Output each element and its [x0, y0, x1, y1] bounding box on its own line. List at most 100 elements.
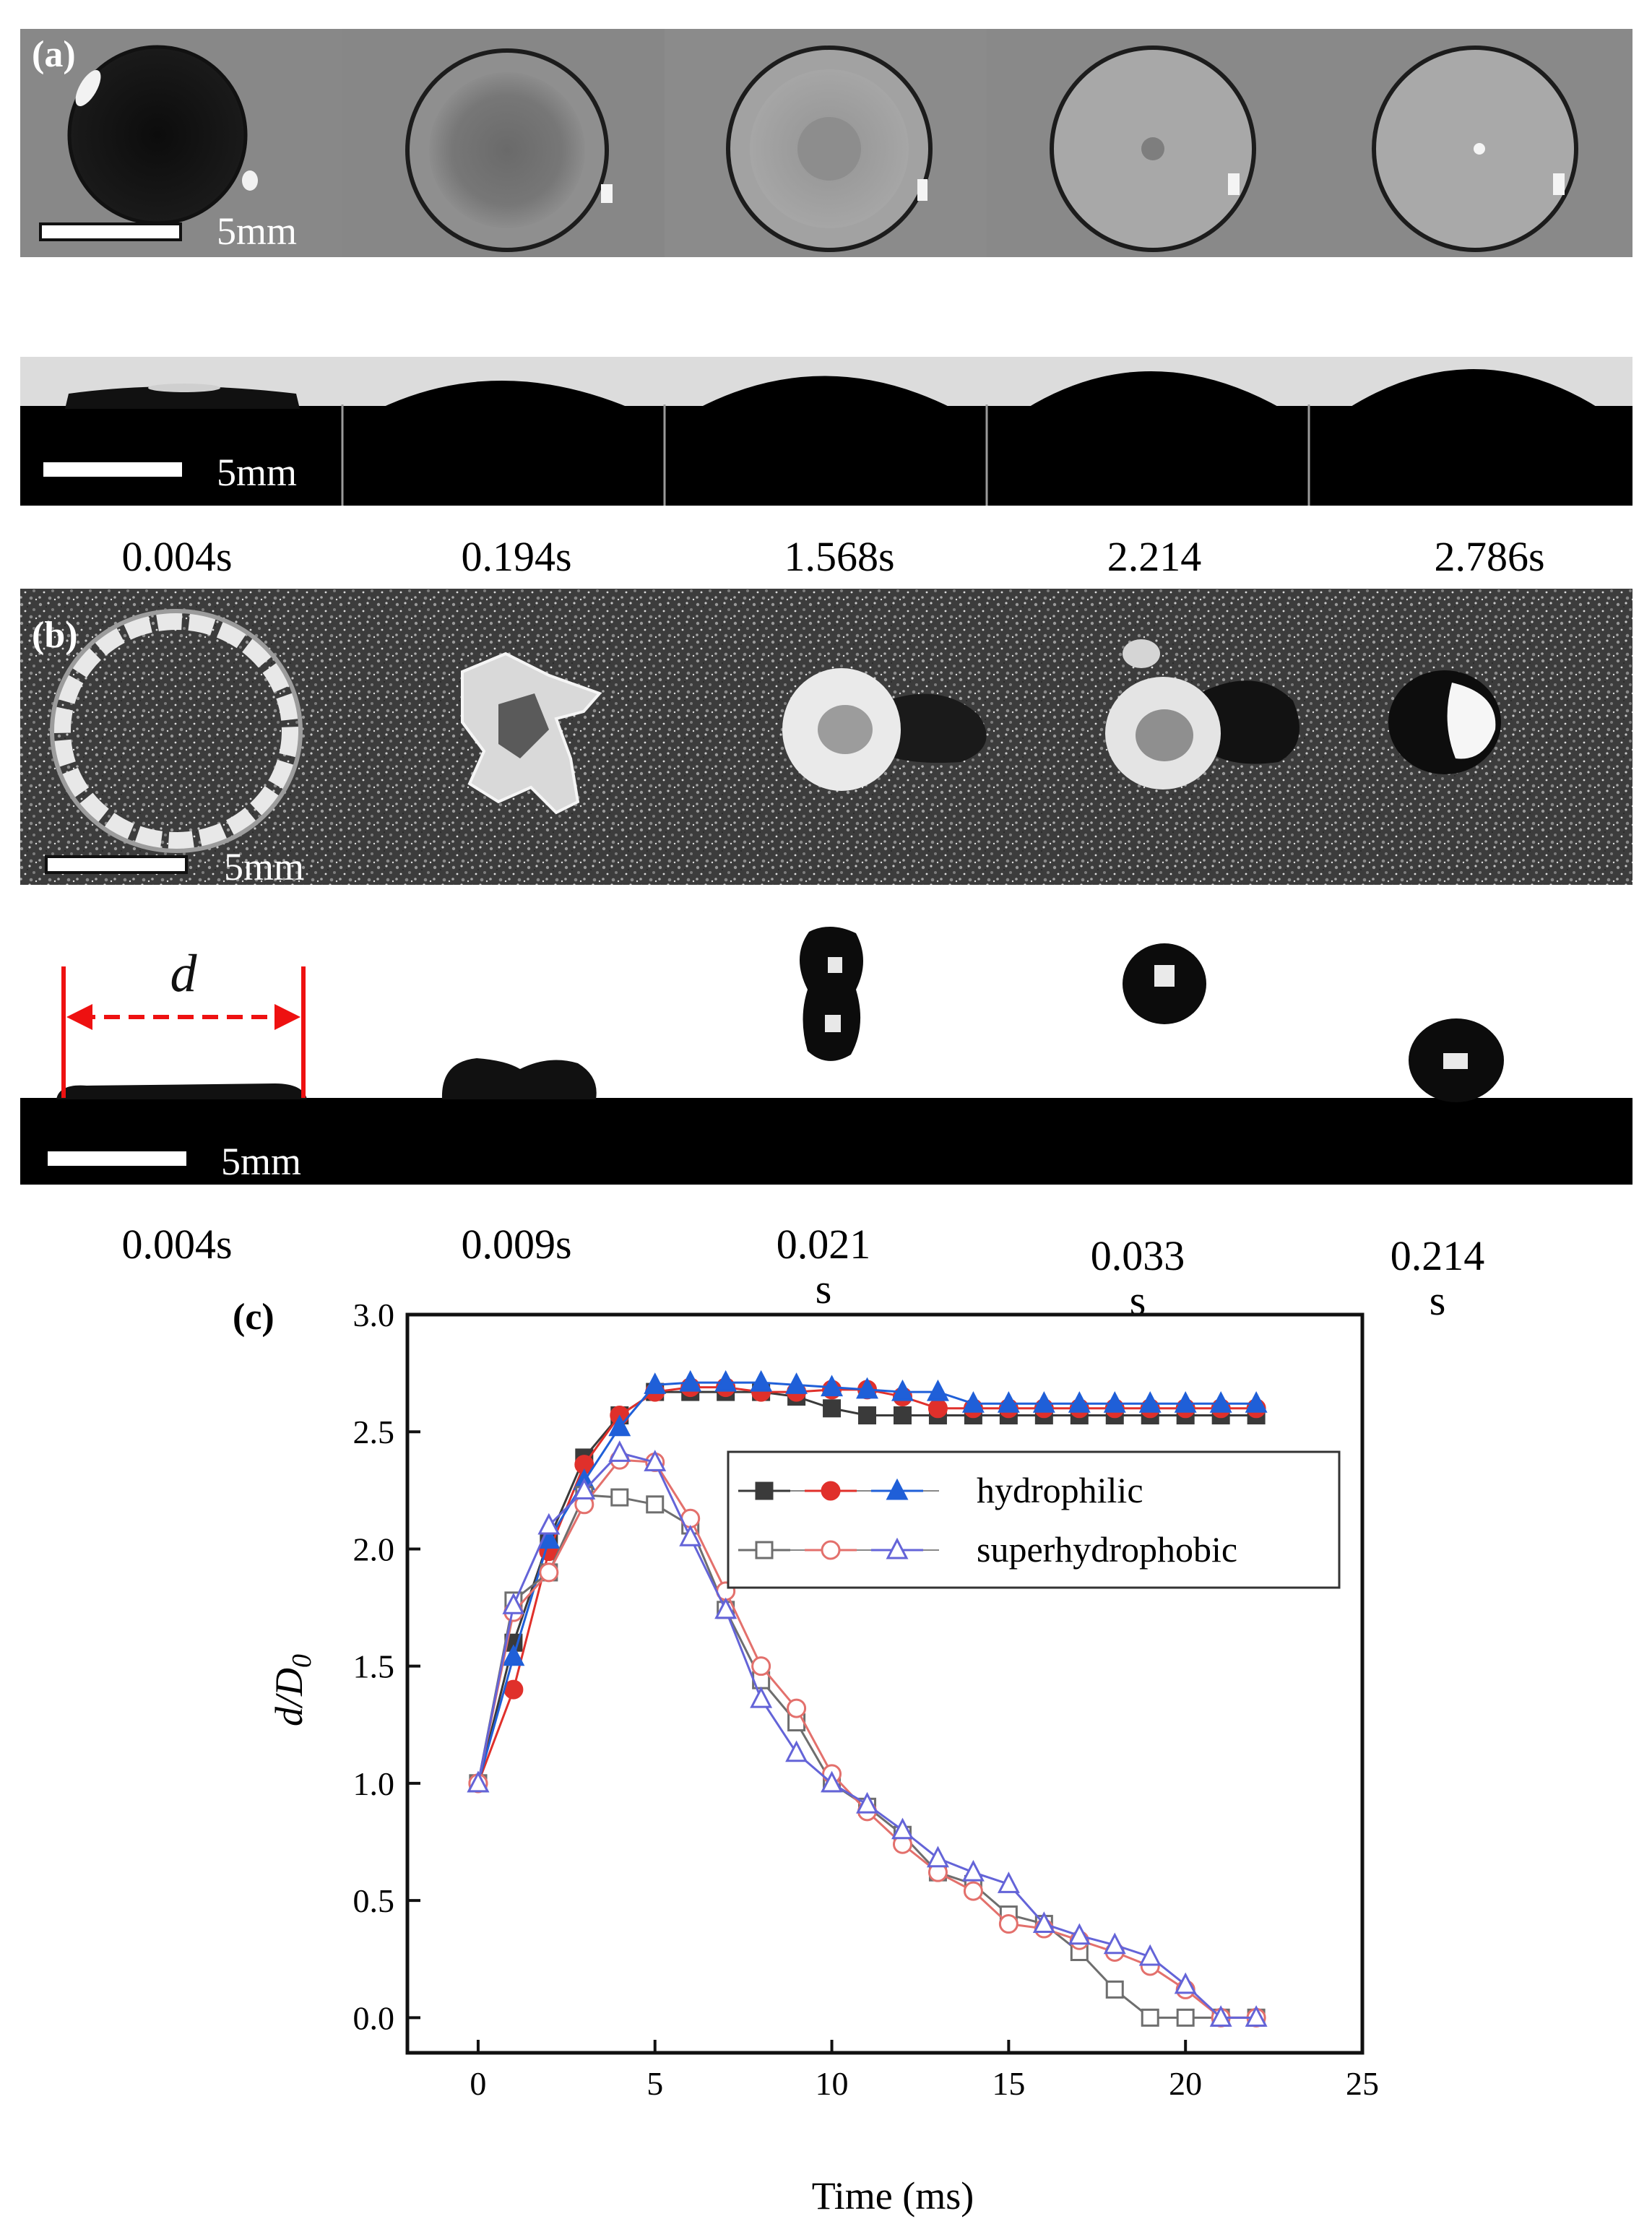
drop-glint — [601, 184, 613, 203]
time-label-b-3: 0.021 s — [777, 1221, 871, 1312]
data-point — [961, 1859, 985, 1882]
data-point — [646, 1495, 665, 1514]
drop-side-b-3 — [799, 926, 863, 1061]
legend-label-superhydrophobic: superhydrophobic — [977, 1529, 1237, 1570]
x-tick-label: 25 — [1346, 2065, 1379, 2102]
data-point — [502, 1644, 525, 1666]
drop-shadow-b-4 — [1199, 680, 1299, 764]
data-point — [679, 1370, 702, 1392]
x-axis-ticks: 0 5 10 15 20 25 — [470, 2040, 1379, 2102]
time-label-b-4: 0.033 s — [1091, 1232, 1185, 1324]
time-label-b-2: 0.009s — [461, 1221, 571, 1268]
data-point — [539, 1562, 559, 1583]
series-5 — [467, 1440, 1268, 2027]
time-label-line: s — [816, 1265, 832, 1312]
data-point — [1174, 1391, 1197, 1413]
data-point — [679, 1524, 702, 1546]
data-point — [963, 1881, 983, 1901]
x-tick-label: 10 — [816, 2065, 849, 2102]
time-label-line: 0.033 — [1091, 1232, 1185, 1279]
panel-b-side-substrate — [20, 1098, 1632, 1185]
data-point — [1209, 2005, 1232, 2027]
drop-side-a-1 — [65, 386, 300, 409]
data-point — [997, 1391, 1020, 1413]
panel-b-time-labels: 0.004s 0.009s 0.021 s 0.033 s 0.214 s — [121, 1221, 1484, 1324]
time-label-line: s — [1130, 1277, 1146, 1324]
time-label-line: 2.214 — [1107, 533, 1202, 580]
drop-side-b-2 — [441, 1058, 597, 1099]
drop-side-a-2 — [379, 381, 632, 409]
data-point — [787, 1698, 807, 1718]
scale-label-a-side: 5mm — [217, 451, 297, 494]
panel-c-label: (c) — [233, 1297, 274, 1338]
y-axis-title-subscript: 0 — [287, 1654, 317, 1668]
dimension-arrow-right — [274, 1004, 300, 1030]
data-point — [573, 1478, 596, 1500]
data-point — [1174, 1972, 1197, 1994]
time-label-b-5: 0.214 s — [1391, 1232, 1485, 1324]
data-point — [750, 1370, 773, 1392]
legend-marker — [755, 1541, 774, 1559]
drop-top-b-1-edge — [50, 609, 303, 853]
data-point — [891, 1817, 914, 1840]
data-point — [1068, 1923, 1091, 1945]
dimension-arrow-left — [66, 1004, 92, 1030]
data-point — [502, 1593, 525, 1614]
data-point — [1209, 1391, 1232, 1413]
drop-core-a-5 — [1474, 143, 1485, 155]
panel-a-side-substrate — [20, 406, 1632, 506]
panel-b-side-view: d 5mm — [20, 926, 1632, 1185]
drop-side-highlight — [148, 384, 220, 392]
time-label-a-3: 1.568s — [784, 533, 894, 580]
legend-marker — [755, 1481, 774, 1500]
legend-box — [727, 1450, 1341, 1589]
data-point — [1068, 1391, 1091, 1413]
data-point — [856, 1791, 878, 1814]
drop-side-a-3 — [697, 376, 953, 409]
data-point — [997, 1872, 1020, 1893]
data-point — [821, 1375, 844, 1397]
time-label-line: 0.021 — [777, 1221, 871, 1268]
data-point — [467, 1770, 490, 1793]
drop-core-a-3 — [797, 117, 861, 181]
data-point — [823, 1399, 842, 1418]
drop-glint — [1228, 173, 1240, 195]
panel-a-label: (a) — [32, 34, 76, 75]
legend-marker — [886, 1478, 909, 1500]
drop-highlight — [242, 170, 258, 191]
data-point — [1032, 1391, 1055, 1413]
y-axis-title: d/D0 — [267, 1654, 317, 1726]
scale-bar-b-top — [45, 855, 188, 874]
drop-side-b-3-highlight — [828, 957, 842, 973]
legend-marker — [886, 1537, 909, 1559]
data-point — [856, 1377, 878, 1399]
data-point — [1103, 1391, 1126, 1413]
time-label-a-1: 0.004s — [121, 533, 232, 580]
panel-c-chart: (c) 0 5 10 15 20 25 0.0 0.5 1.0 1.5 2.0 2.5 3.0 Tim… — [233, 1297, 1379, 2217]
legend-row-superhydrophobic — [738, 1537, 939, 1560]
time-label-b-1: 0.004s — [121, 1221, 232, 1268]
legend-label-hydrophilic: hydrophilic — [977, 1470, 1143, 1510]
data-point — [926, 1846, 949, 1868]
drop-core-a-4 — [1141, 137, 1164, 160]
scale-label-a-top: 5mm — [217, 209, 297, 253]
y-tick-label: 1.5 — [353, 1648, 395, 1685]
scale-label-b-side: 5mm — [221, 1140, 301, 1183]
x-tick-label: 5 — [646, 2065, 663, 2102]
data-point — [714, 1597, 738, 1619]
data-point — [537, 1513, 561, 1535]
legend-marker — [821, 1540, 841, 1560]
drop-top-b-4-core — [1136, 709, 1193, 761]
data-point — [1138, 1944, 1162, 1966]
y-tick-label: 2.5 — [353, 1414, 395, 1450]
drop-highlight — [75, 70, 101, 106]
data-point — [893, 1406, 912, 1425]
data-point — [503, 1679, 524, 1700]
data-point — [608, 1414, 631, 1437]
legend: hydrophilic superhydrophobic — [727, 1450, 1341, 1589]
y-tick-label: 3.0 — [353, 1297, 395, 1333]
drop-side-a-5 — [1347, 369, 1600, 409]
drop-shadow-b-3 — [878, 693, 987, 763]
data-point — [751, 1656, 771, 1676]
data-point — [644, 1372, 667, 1394]
